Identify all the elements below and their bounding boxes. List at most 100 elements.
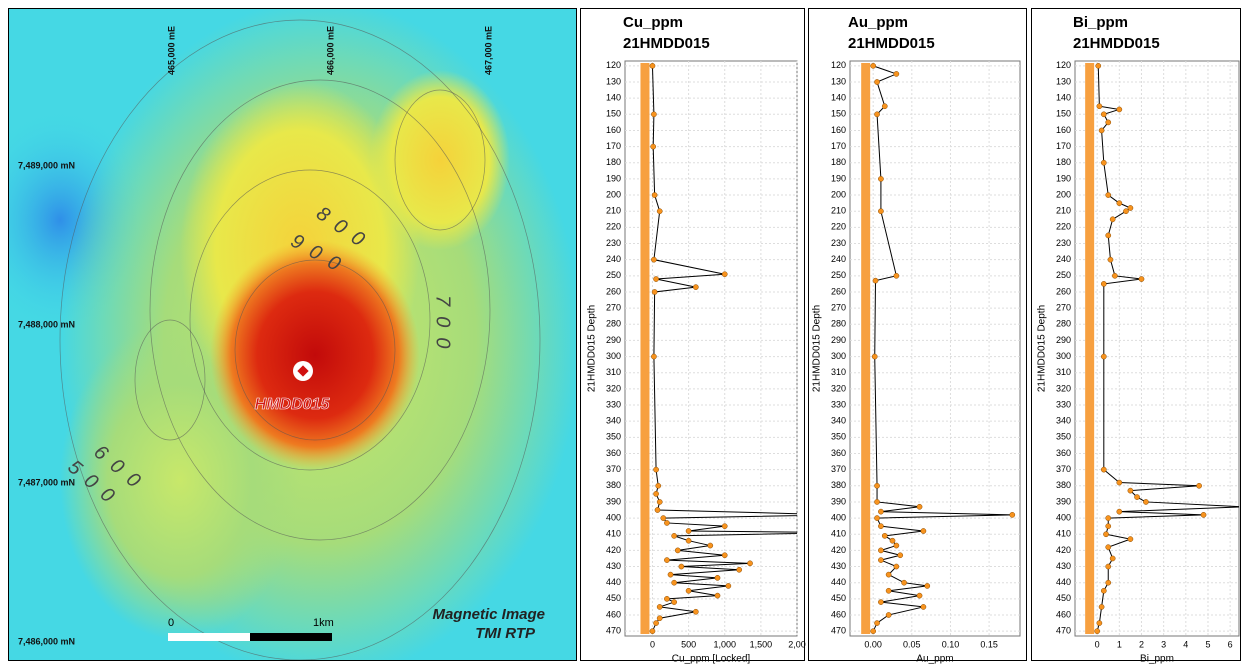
y-tick-label: 440	[831, 577, 846, 587]
x-tick-label: 0.05	[903, 639, 921, 649]
y-tick-label: 320	[831, 383, 846, 393]
y-tick-label: 190	[606, 173, 621, 183]
y-tick-label: 240	[831, 254, 846, 264]
data-point	[870, 62, 877, 69]
scale-bar	[250, 633, 332, 641]
data-point	[671, 599, 677, 605]
northing-label: 7,487,000 mN	[18, 477, 75, 487]
data-point	[649, 62, 656, 69]
x-tick-label: 3	[1161, 639, 1166, 649]
y-tick-label: 420	[1056, 545, 1071, 555]
y-tick-label: 210	[606, 206, 621, 216]
y-tick-label: 470	[831, 626, 846, 636]
data-point	[1100, 466, 1107, 473]
y-axis-label: 21HMDD015 Depth	[1037, 305, 1048, 392]
data-point	[893, 563, 900, 570]
data-point	[874, 482, 880, 489]
data-point	[651, 289, 658, 295]
y-tick-label: 420	[831, 545, 846, 555]
y-tick-label: 390	[606, 496, 621, 506]
y-tick-label: 180	[831, 157, 846, 167]
data-point	[747, 560, 753, 567]
series	[1094, 62, 1239, 635]
map	[9, 9, 576, 660]
y-tick-label: 350	[606, 432, 621, 442]
y-tick-label: 160	[606, 125, 621, 135]
y-tick-label: 160	[1056, 125, 1071, 135]
y-tick-label: 360	[1056, 448, 1071, 458]
data-point	[1103, 531, 1109, 538]
data-point	[721, 552, 728, 559]
y-tick-label: 320	[606, 383, 621, 393]
data-point	[651, 353, 657, 360]
caption: Magnetic Image	[432, 606, 545, 623]
data-point	[1096, 103, 1103, 110]
data-point	[1116, 200, 1123, 206]
data-point	[1127, 205, 1134, 211]
y-tick-label: 290	[606, 335, 621, 345]
data-point	[893, 272, 900, 279]
chart-title: Bi_ppm	[1073, 14, 1128, 31]
data-point	[1095, 62, 1102, 69]
y-tick-label: 220	[1056, 222, 1071, 232]
data-point	[874, 620, 880, 626]
y-tick-label: 270	[606, 302, 621, 312]
map-frame	[8, 8, 577, 661]
data-point	[707, 542, 714, 549]
data-point	[924, 583, 931, 589]
x-tick-label: 2,00	[788, 639, 806, 649]
y-tick-label: 250	[606, 270, 621, 280]
data-point	[650, 143, 657, 150]
lithology-strip	[640, 63, 650, 634]
data-point	[1127, 487, 1134, 494]
x-tick-label: 6	[1228, 639, 1233, 649]
data-point	[1107, 256, 1114, 263]
data-point	[1105, 119, 1112, 126]
y-tick-label: 220	[831, 222, 846, 232]
contour-label: 700	[432, 295, 454, 358]
data-point	[656, 208, 663, 215]
y-tick-label: 280	[831, 319, 846, 329]
data-point	[1123, 208, 1129, 215]
data-point	[870, 628, 877, 635]
data-point	[897, 552, 904, 559]
y-tick-label: 310	[606, 367, 621, 377]
x-tick-label: 0.00	[864, 639, 882, 649]
x-tick-label: 5	[1205, 639, 1210, 649]
y-axis-label: 21HMDD015 Depth	[812, 305, 823, 392]
northing-label: 7,486,000 mN	[18, 636, 75, 646]
y-tick-label: 130	[831, 76, 846, 86]
data-point	[653, 620, 659, 626]
northing-label: 7,488,000 mN	[18, 319, 75, 329]
data-point	[885, 612, 892, 618]
y-tick-label: 300	[1056, 351, 1071, 361]
chart-title: Au_ppm	[848, 14, 908, 31]
data-point	[1105, 232, 1112, 239]
data-point	[901, 579, 907, 586]
data-point	[1100, 353, 1107, 360]
y-tick-label: 200	[831, 189, 846, 199]
data-point	[1109, 216, 1116, 223]
x-tick-label: 500	[681, 639, 696, 649]
data-point	[1138, 276, 1145, 282]
data-point	[656, 604, 663, 610]
data-point	[1116, 508, 1123, 515]
data-point	[685, 528, 692, 534]
y-tick-label: 240	[606, 254, 621, 264]
y-tick-label: 250	[1056, 270, 1071, 280]
data-point	[714, 575, 721, 581]
data-point	[653, 491, 659, 497]
data-point	[878, 208, 884, 215]
scale-bar	[168, 633, 250, 641]
y-tick-label: 360	[606, 448, 621, 458]
y-tick-label: 260	[1056, 286, 1071, 296]
y-tick-label: 120	[606, 60, 621, 70]
y-tick-label: 160	[831, 125, 846, 135]
y-tick-label: 340	[1056, 416, 1071, 426]
chart-subtitle: 21HMDD015	[848, 35, 935, 52]
data-point	[656, 499, 663, 505]
data-point	[651, 192, 658, 198]
data-point	[1105, 544, 1112, 551]
data-point	[685, 587, 692, 594]
